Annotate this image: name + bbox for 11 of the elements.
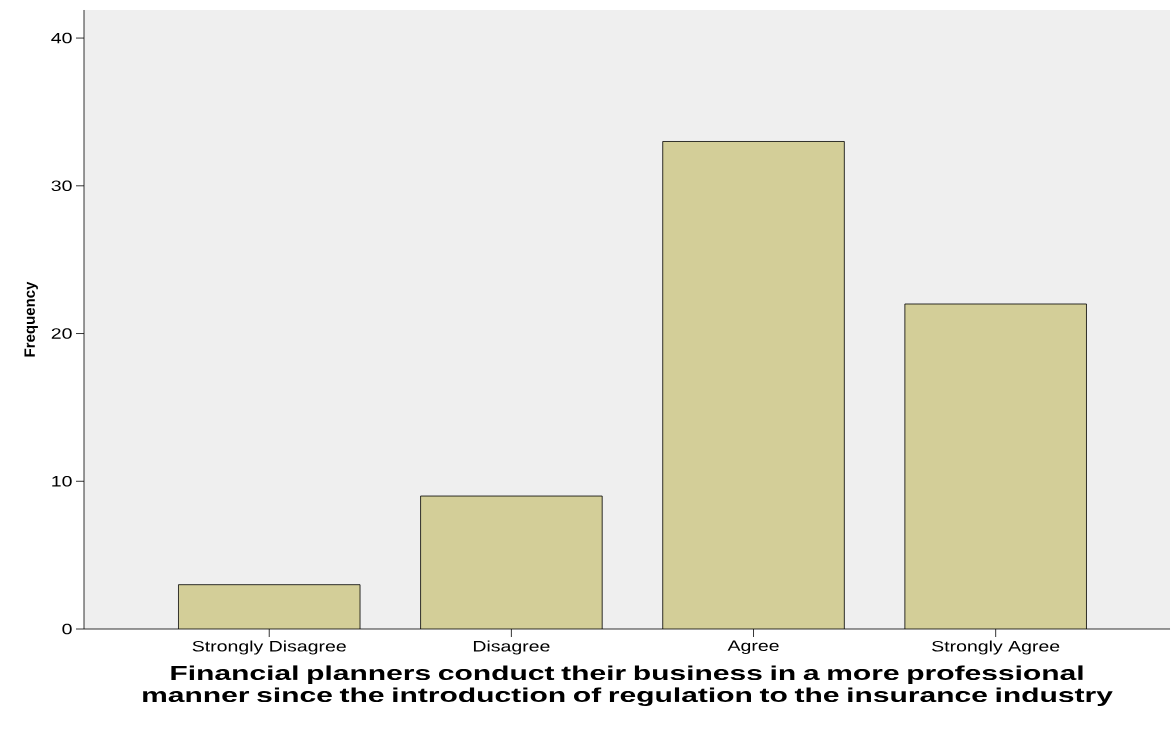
y-tick-label: 40 — [51, 32, 72, 44]
y-tick-label: 10 — [52, 475, 72, 487]
y-tick-label: 30 — [51, 180, 72, 192]
x-axis-title: Financial planners conduct their business in a more professional manner since the introduction of regulation to the insurance industry — [143, 665, 1113, 707]
x-tick-label: Strongly Agree — [932, 640, 1060, 655]
x-tick-label: Disagree — [473, 640, 550, 655]
y-tick-label: 20 — [51, 328, 72, 339]
y-axis-title: Frequency — [24, 281, 38, 357]
x-tick-label: Strongly Disagree — [192, 640, 346, 655]
x-tick-label: Agree — [727, 640, 779, 654]
y-tick-label: 0 — [62, 623, 72, 635]
